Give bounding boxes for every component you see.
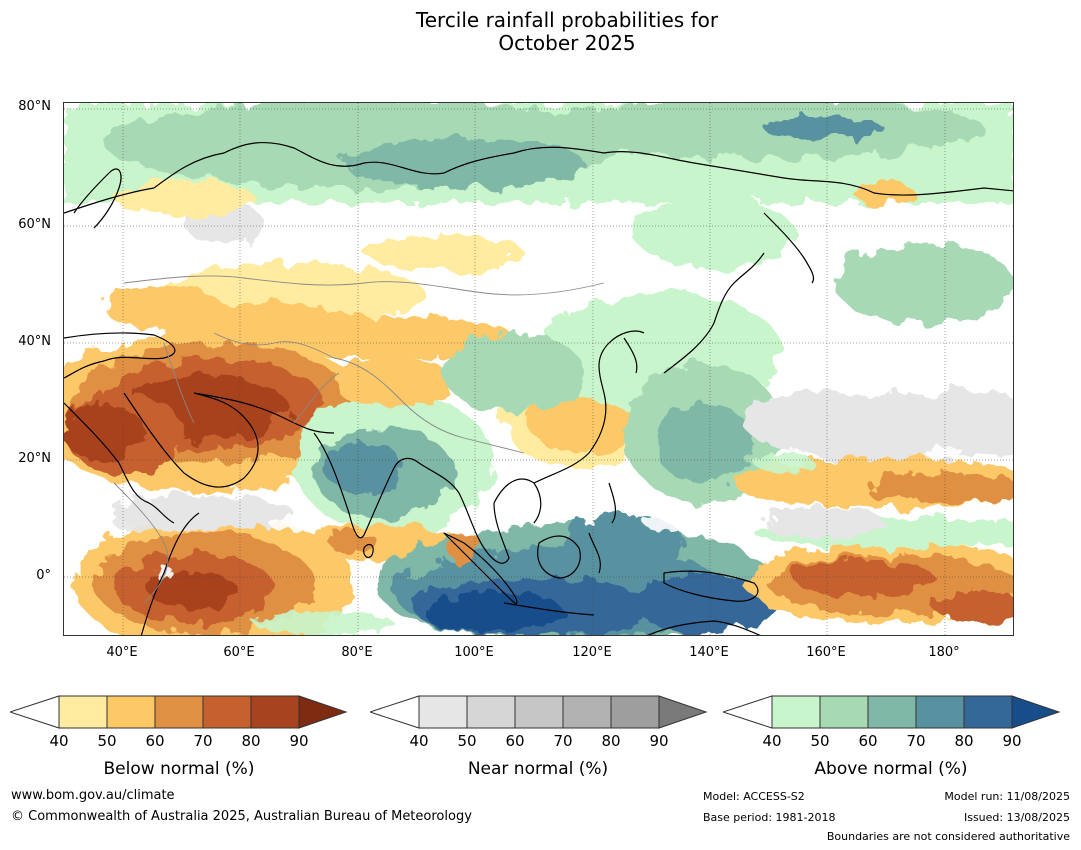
colorbar-above-swatches [721,695,1061,729]
swatch-below-60 [154,695,204,729]
colorbar-below-swatches [8,695,348,729]
tick-above-70: 70 [906,732,926,750]
lon-label-80e: 80°E [341,645,373,660]
lon-label-140e: 140°E [689,645,729,660]
tick-near-70: 70 [553,732,573,750]
boundaries-note: Boundaries are not considered authoritat… [826,830,1070,843]
tick-near-90: 90 [649,732,669,750]
colorbar-near-swatches [368,695,708,729]
swatch-near-50 [466,695,516,729]
copyright-text: © Commonwealth of Australia 2025, Austra… [11,809,472,824]
map-title: Tercile rainfall probabilities for Octob… [0,9,1081,55]
swatch-below-80 [250,695,300,729]
tick-below-60: 60 [145,732,165,750]
colorbar-below-title: Below normal (%) [103,759,255,779]
lat-label-60n: 60°N [18,217,51,232]
colorbar-near-normal: 40 50 60 70 80 90 [368,695,710,750]
map-canvas [64,103,1013,635]
tick-below-70: 70 [193,732,213,750]
tick-above-40: 40 [762,732,782,750]
tick-below-80: 80 [241,732,261,750]
lat-label-40n: 40°N [18,334,51,349]
issued-date: Issued: 13/08/2025 [963,811,1070,824]
lon-label-40e: 40°E [106,645,138,660]
swatch-below-70 [202,695,252,729]
colorbar-above-title: Above normal (%) [814,759,968,779]
colorbar-above-normal: 40 50 60 70 80 90 [721,695,1063,750]
tick-below-50: 50 [97,732,117,750]
tick-above-50: 50 [810,732,830,750]
base-period: Base period: 1981-2018 [703,811,836,824]
swatch-near-60 [514,695,564,729]
tick-below-90: 90 [289,732,309,750]
tick-below-40: 40 [49,732,69,750]
swatch-below-40 [58,695,108,729]
swatch-near-70 [562,695,612,729]
tick-near-60: 60 [505,732,525,750]
swatch-above-60 [867,695,917,729]
lat-label-0: 0° [36,568,51,583]
lon-label-180: 180° [928,645,960,660]
tick-above-90: 90 [1002,732,1022,750]
swatch-near-80 [610,695,660,729]
lon-label-100e: 100°E [454,645,494,660]
tick-near-40: 40 [409,732,429,750]
tick-near-80: 80 [601,732,621,750]
website-link[interactable]: www.bom.gov.au/climate [11,788,175,803]
lon-label-160e: 160°E [806,645,846,660]
model-name: Model: ACCESS-S2 [703,790,805,803]
swatch-above-40 [771,695,821,729]
title-line-1: Tercile rainfall probabilities for [415,8,719,32]
tick-above-80: 80 [954,732,974,750]
swatch-above-50 [819,695,869,729]
colorbar-near-title: Near normal (%) [467,759,609,779]
swatch-above-70 [915,695,965,729]
lat-label-80n: 80°N [18,99,51,114]
tick-near-50: 50 [457,732,477,750]
rainfall-probability-map [63,102,1014,636]
colorbar-below-normal: 40 50 60 70 80 90 [8,695,350,750]
tick-above-60: 60 [858,732,878,750]
lat-label-20n: 20°N [18,451,51,466]
swatch-near-40 [418,695,468,729]
title-line-2: October 2025 [498,31,636,55]
lon-label-120e: 120°E [572,645,612,660]
swatch-below-50 [106,695,156,729]
swatch-above-80 [963,695,1013,729]
model-run-date: Model run: 11/08/2025 [944,790,1070,803]
lon-label-60e: 60°E [223,645,255,660]
